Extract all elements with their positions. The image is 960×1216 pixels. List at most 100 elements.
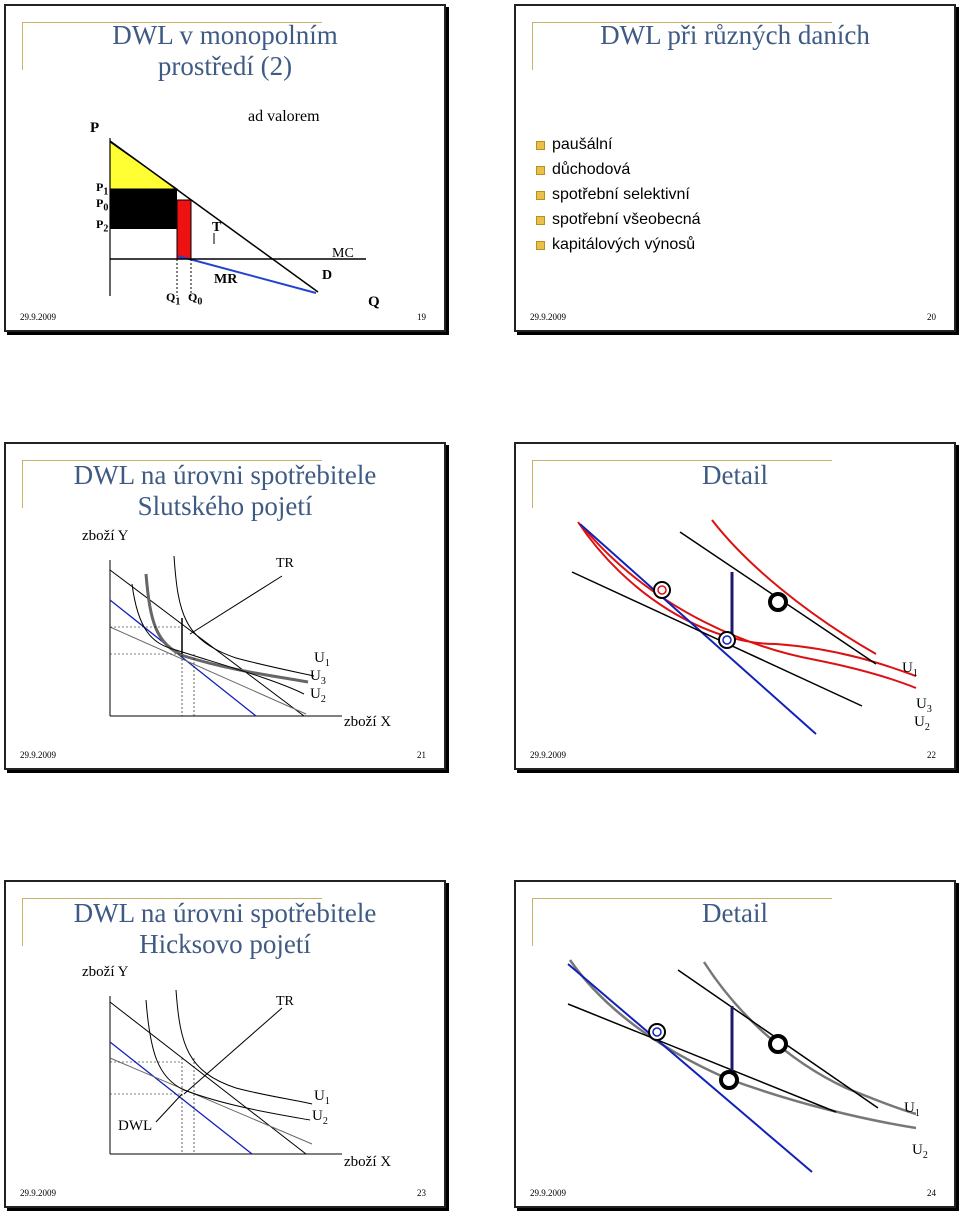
bullet-icon bbox=[536, 191, 545, 200]
slide-title: DWL při různých daních bbox=[516, 20, 954, 51]
slide-title: Detail bbox=[516, 898, 954, 929]
list-item: kapitálových výnosů bbox=[536, 232, 701, 257]
title-line-1: DWL v monopolním bbox=[112, 20, 338, 50]
decoration-line bbox=[532, 460, 832, 461]
slutsky-graph bbox=[109, 555, 342, 717]
slide-number: 21 bbox=[417, 750, 426, 760]
monopoly-dwl-graph bbox=[109, 138, 366, 296]
p0-label: P0 bbox=[96, 196, 109, 214]
tr-label: TR bbox=[276, 994, 294, 1009]
red-curve-upper bbox=[577, 521, 917, 677]
axis-y-label: zboží Y bbox=[82, 964, 129, 980]
u2-label: U2 bbox=[912, 1142, 928, 1161]
slide-title: DWL na úrovni spotřebitele Slutského poj… bbox=[6, 460, 444, 522]
tax-types-list: paušální důchodová spotřební selektivní … bbox=[536, 132, 701, 257]
q0-label: Q0 bbox=[188, 290, 203, 308]
axis-x-label: zboží X bbox=[344, 714, 392, 730]
slide-24[interactable]: Detail U1 U2 29.9.2009 24 bbox=[514, 880, 956, 1208]
title-line-1: DWL při různých daních bbox=[600, 20, 870, 50]
detail-slutsky-graph bbox=[571, 519, 917, 735]
point-marker bbox=[722, 635, 732, 645]
list-item: spotřební selektivní bbox=[536, 182, 701, 207]
budget-line-grey bbox=[109, 626, 307, 715]
title-line-1: DWL na úrovni spotřebitele bbox=[73, 460, 377, 490]
u2-label: U2 bbox=[310, 686, 326, 705]
slide-title: Detail bbox=[516, 460, 954, 491]
black-line-left bbox=[567, 1003, 837, 1113]
title-line-1: Detail bbox=[702, 898, 768, 928]
indifference-curve-u1 bbox=[175, 989, 313, 1105]
t-label: T bbox=[212, 220, 222, 235]
decoration-line bbox=[22, 460, 23, 508]
p1-label: P1 bbox=[96, 180, 109, 198]
d-label: D bbox=[322, 268, 333, 283]
dwl-arrow bbox=[155, 1093, 183, 1123]
grey-curve-right bbox=[702, 961, 917, 1116]
slide-number: 20 bbox=[927, 312, 936, 322]
list-item: spotřební všeobecná bbox=[536, 207, 701, 232]
point-marker bbox=[719, 1070, 739, 1090]
slide-22[interactable]: Detail U1 U3 U2 29.9.2009 22 bbox=[514, 442, 956, 770]
slide-23[interactable]: DWL na úrovni spotřebitele Hicksovo poje… bbox=[4, 880, 446, 1208]
mr-line bbox=[177, 255, 317, 294]
slide-number: 19 bbox=[417, 312, 426, 322]
point-marker bbox=[657, 585, 667, 595]
slide-number: 22 bbox=[927, 750, 936, 760]
title-line-1: DWL na úrovni spotřebitele bbox=[73, 898, 377, 928]
ad-valorem-label: ad valorem bbox=[248, 108, 320, 125]
bullet-icon bbox=[536, 141, 545, 150]
budget-line-black bbox=[109, 1001, 307, 1155]
budget-line-grey bbox=[109, 1057, 313, 1145]
slide-date: 29.9.2009 bbox=[20, 312, 56, 322]
demand-line bbox=[109, 140, 319, 293]
u1-label: U1 bbox=[902, 660, 918, 679]
u3-label: U3 bbox=[916, 696, 932, 715]
slide-19[interactable]: DWL v monopolním prostředí (2) P ad valo… bbox=[4, 4, 446, 332]
title-line-2: Hicksovo pojetí bbox=[139, 929, 311, 959]
q1-label: Q1 bbox=[166, 290, 181, 308]
point-marker bbox=[768, 592, 788, 612]
dwl-area bbox=[176, 199, 192, 260]
tr-arrow bbox=[189, 575, 283, 635]
slide-title: DWL v monopolním prostředí (2) bbox=[6, 20, 444, 82]
title-line-1: Detail bbox=[702, 460, 768, 490]
u3-label: U3 bbox=[310, 668, 326, 687]
indifference-curve-u2 bbox=[131, 583, 305, 695]
axis-y-label: zboží Y bbox=[82, 528, 129, 544]
slide-number: 24 bbox=[927, 1188, 936, 1198]
red-curve-right bbox=[711, 519, 877, 655]
budget-line-blue bbox=[109, 599, 257, 717]
u1-label: U1 bbox=[904, 1100, 920, 1119]
tax-revenue-area bbox=[110, 189, 177, 229]
red-curve-lower bbox=[581, 525, 917, 689]
bullet-icon bbox=[536, 166, 545, 175]
u2-label: U2 bbox=[914, 714, 930, 733]
indifference-curve-u1 bbox=[173, 555, 315, 677]
slide-date: 29.9.2009 bbox=[530, 1188, 566, 1198]
blue-line bbox=[567, 963, 813, 1173]
tr-label: TR bbox=[276, 556, 294, 571]
slide-date: 29.9.2009 bbox=[20, 750, 56, 760]
u1-label: U1 bbox=[314, 650, 330, 669]
title-line-2: prostředí (2) bbox=[157, 51, 293, 81]
list-item: paušální bbox=[536, 132, 701, 157]
decoration-line bbox=[22, 22, 322, 23]
decoration-line bbox=[532, 22, 533, 70]
list-item: důchodová bbox=[536, 157, 701, 182]
decoration-line bbox=[532, 898, 533, 946]
decoration-line bbox=[22, 460, 322, 461]
decoration-line bbox=[22, 22, 23, 70]
title-line-2: Slutského pojetí bbox=[137, 491, 313, 521]
tr-arrow bbox=[183, 1007, 283, 1095]
detail-hicks-graph bbox=[567, 959, 917, 1173]
dwl-label: DWL bbox=[118, 1118, 153, 1134]
budget-line-black bbox=[109, 569, 305, 717]
slide-title: DWL na úrovni spotřebitele Hicksovo poje… bbox=[6, 898, 444, 960]
decoration-line bbox=[532, 898, 832, 899]
point-marker bbox=[652, 1027, 662, 1037]
slide-21[interactable]: DWL na úrovni spotřebitele Slutského poj… bbox=[4, 442, 446, 770]
slide-20[interactable]: DWL při různých daních paušální důchodov… bbox=[514, 4, 956, 332]
decoration-line bbox=[532, 460, 533, 508]
black-line-left bbox=[571, 571, 863, 707]
blue-line bbox=[579, 523, 817, 735]
